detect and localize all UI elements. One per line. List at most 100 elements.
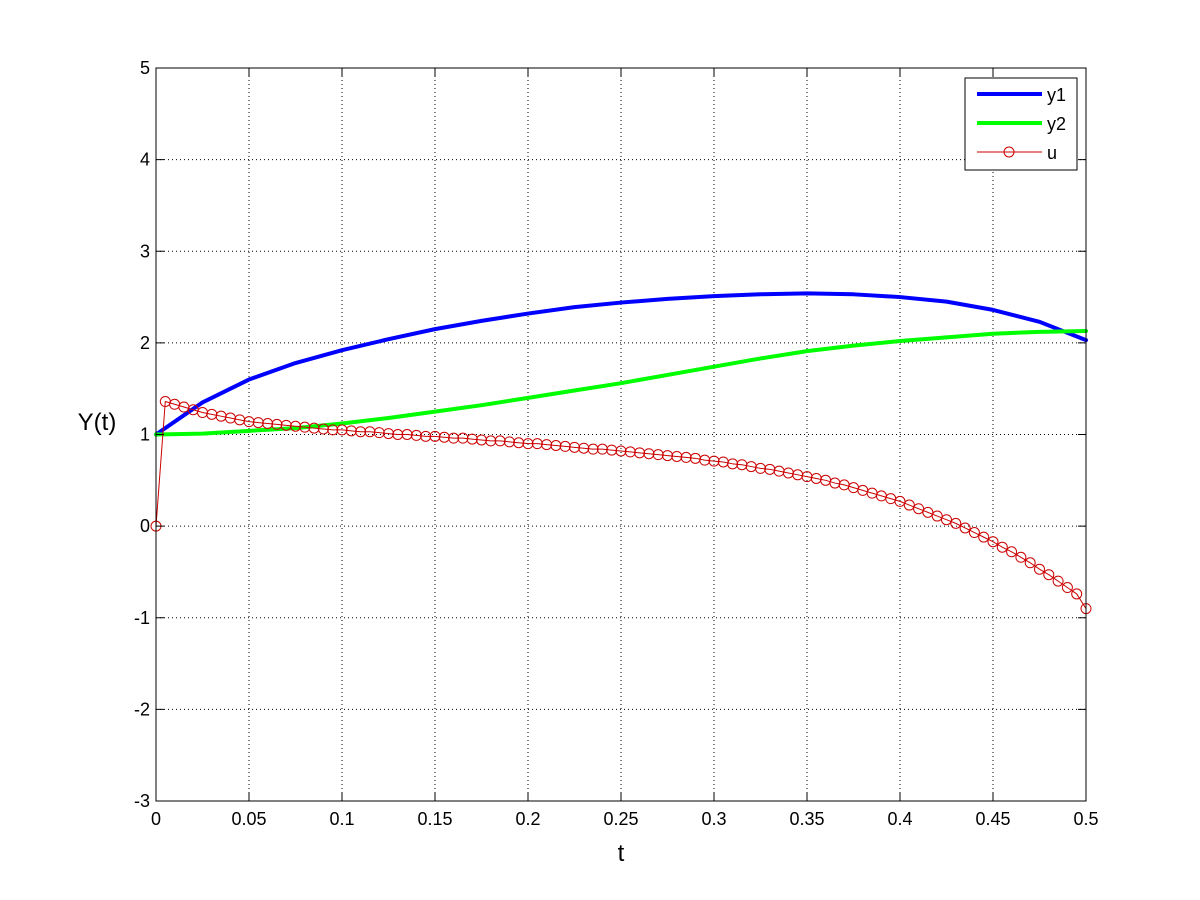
- series-layer: [150, 291, 1092, 615]
- series-marker-u: [662, 450, 673, 462]
- series-marker-u: [671, 450, 683, 462]
- series-marker-u: [569, 441, 580, 453]
- x-tick-label: 0.15: [417, 809, 452, 829]
- series-marker-u: [903, 499, 915, 511]
- series-marker-u: [290, 420, 301, 432]
- y-tick-label: -2: [134, 699, 150, 719]
- series-marker-u: [243, 416, 255, 428]
- series-marker-u: [606, 444, 618, 456]
- series-marker-u: [420, 430, 432, 442]
- series-marker-u: [680, 451, 692, 463]
- series-marker-u: [494, 435, 506, 447]
- x-tick-label: 0: [151, 809, 161, 829]
- series-line-y2: [154, 328, 1088, 437]
- series-marker-u: [457, 432, 469, 444]
- series-marker-u: [541, 439, 553, 451]
- series-marker-u: [922, 506, 934, 518]
- y-tick-label: 2: [140, 333, 150, 353]
- series-marker-u: [373, 427, 385, 439]
- series-marker-u: [345, 425, 357, 437]
- series-marker-u: [996, 541, 1008, 553]
- series-marker-u: [429, 430, 441, 442]
- series-marker-u: [1052, 575, 1064, 587]
- series-marker-u: [327, 424, 339, 436]
- series-marker-u: [299, 421, 311, 433]
- series-marker-u: [1061, 582, 1073, 594]
- series-line-u: [155, 401, 1087, 610]
- series-marker-u: [448, 432, 460, 444]
- series-marker-u: [708, 455, 720, 467]
- x-axis-label: t: [618, 840, 625, 867]
- series-marker-u: [894, 495, 906, 507]
- series-marker-u: [931, 510, 943, 522]
- series-marker-u: [401, 429, 413, 440]
- x-tick-label: 0.25: [603, 809, 638, 829]
- series-marker-u: [522, 438, 534, 450]
- x-tick-label: 0.1: [329, 809, 354, 829]
- y-tick-label: 1: [140, 425, 150, 445]
- series-marker-u: [1015, 551, 1027, 563]
- series-marker-u: [308, 422, 320, 434]
- series-marker-u: [531, 438, 543, 450]
- series-marker-u: [410, 429, 422, 441]
- x-tick-label: 0.3: [701, 809, 726, 829]
- series-marker-u: [727, 458, 739, 470]
- y-tick-label: 4: [140, 150, 150, 170]
- y-tick-label: -1: [134, 608, 150, 628]
- series-marker-u: [1006, 546, 1018, 558]
- series-marker-u: [280, 419, 292, 431]
- legend: y1 y2 u: [964, 77, 1078, 171]
- x-tick-label: 0.45: [975, 809, 1010, 829]
- series-marker-u: [1071, 588, 1083, 600]
- legend-marker-u: [1003, 146, 1015, 158]
- legend-label-y2: y2: [1047, 114, 1066, 134]
- series-marker-u: [466, 433, 478, 445]
- series-marker-u: [336, 424, 348, 436]
- series-marker-u: [652, 449, 664, 461]
- x-tick-label: 0.05: [231, 809, 266, 829]
- y-tick-label: 0: [140, 516, 150, 536]
- series-marker-u: [950, 517, 962, 529]
- series-marker-u: [513, 437, 525, 449]
- series-marker-u: [364, 426, 376, 438]
- series-marker-u: [503, 436, 515, 448]
- series-marker-u: [392, 429, 404, 440]
- series-marker-u: [1034, 563, 1045, 575]
- legend-items: y1 y2 u: [977, 85, 1066, 163]
- series-marker-u: [987, 536, 999, 548]
- series-marker-u: [699, 454, 711, 466]
- series-marker-u: [317, 423, 329, 435]
- series-marker-u: [968, 527, 980, 539]
- x-tick-label: 0.5: [1073, 809, 1098, 829]
- series-marker-u: [1024, 557, 1036, 569]
- y-tick-label: 5: [140, 58, 150, 78]
- series-marker-u: [615, 445, 627, 457]
- series-marker-u: [913, 503, 925, 515]
- y-axis-label: Y(t): [78, 409, 117, 436]
- series-marker-u: [550, 440, 562, 451]
- x-tick-label: 0.4: [887, 809, 912, 829]
- series-marker-u: [383, 428, 394, 440]
- series-marker-u: [271, 418, 283, 430]
- series-marker-u: [755, 462, 766, 474]
- series-marker-u: [959, 522, 971, 534]
- series-marker-u: [559, 440, 571, 452]
- series-marker-u: [355, 426, 367, 438]
- series-marker-u: [587, 443, 599, 455]
- legend-label-y1: y1: [1047, 85, 1066, 105]
- y-tick-label: -3: [134, 791, 150, 811]
- series-marker-u: [941, 514, 952, 526]
- x-tick-label: 0.2: [515, 809, 540, 829]
- series-marker-u: [1043, 569, 1055, 581]
- series-marker-u: [252, 417, 264, 429]
- series-marker-u: [624, 446, 636, 458]
- series-marker-u: [978, 531, 990, 543]
- legend-label-u: u: [1047, 143, 1057, 163]
- ticks: [155, 67, 1087, 802]
- series-marker-u: [438, 431, 450, 443]
- series-line-y1: [154, 291, 1088, 437]
- series-marker-u: [262, 418, 274, 429]
- grid: [156, 68, 1086, 801]
- y-tick-labels: -3 -2 -1 0 1 2 3 4 5: [134, 58, 150, 811]
